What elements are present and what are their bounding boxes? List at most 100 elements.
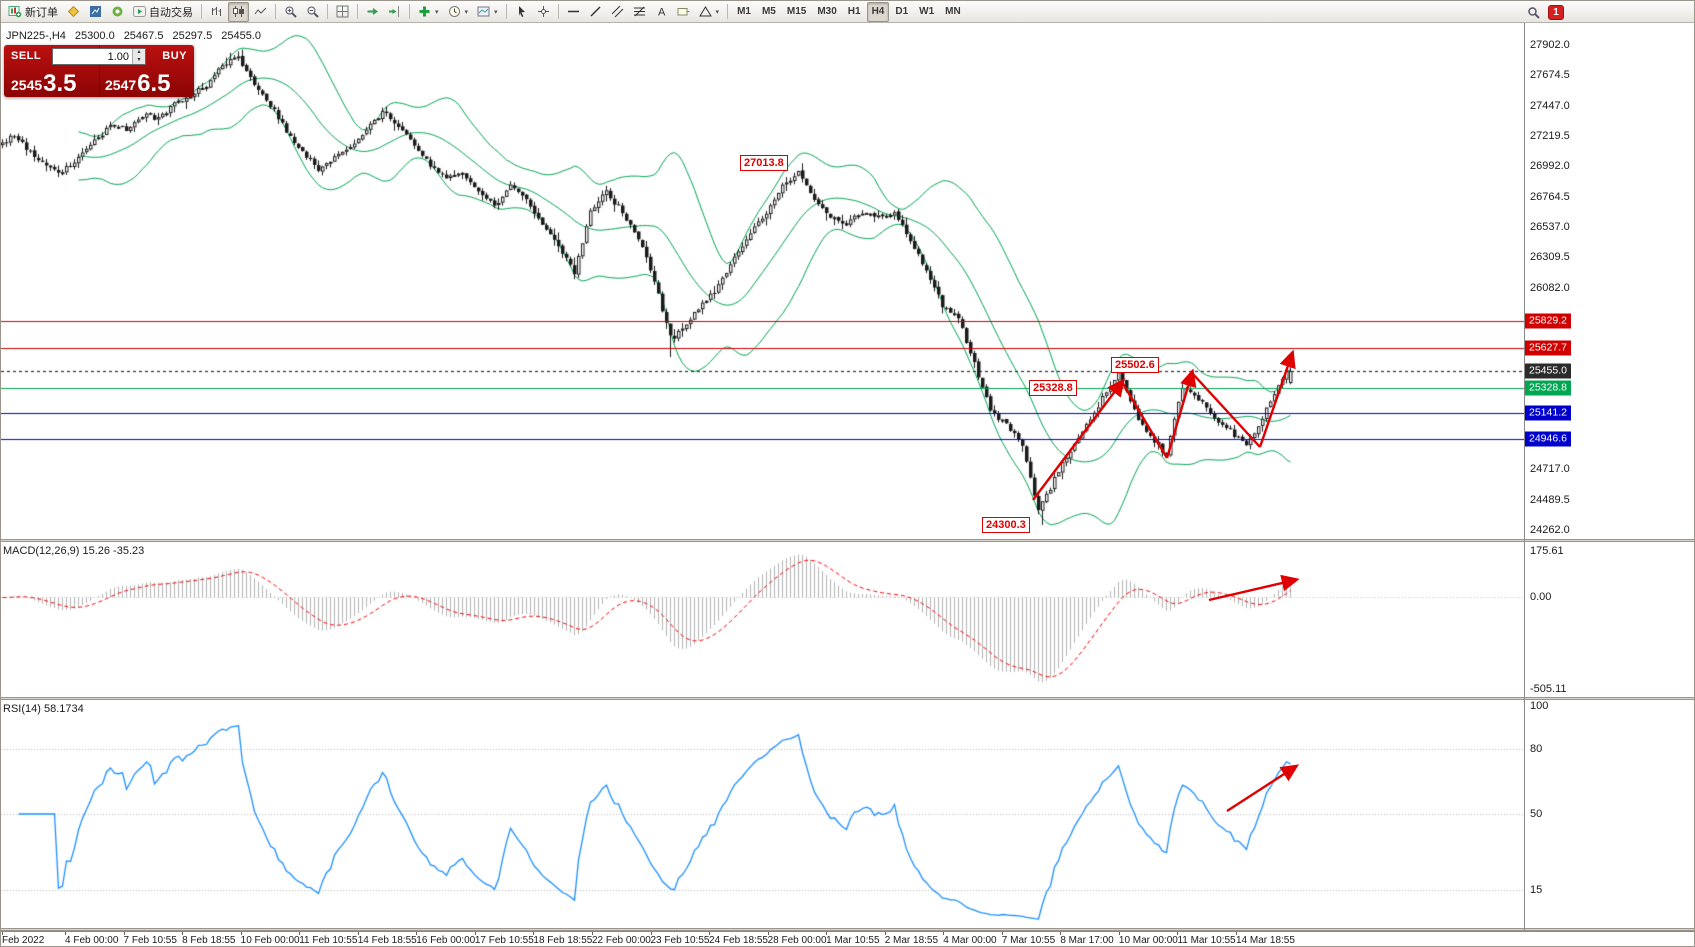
time-axis-tick — [943, 932, 945, 935]
candlestick-chart-button[interactable] — [228, 1, 249, 22]
tile-windows-button[interactable] — [332, 2, 353, 22]
autotrading-button[interactable]: 自动交易 — [129, 2, 197, 22]
tile-icon — [336, 5, 349, 18]
new-order-button[interactable]: 新订单 — [4, 2, 62, 22]
time-axis-tick — [357, 932, 359, 935]
toolbar-separator — [275, 4, 276, 19]
time-axis: Feb 2022 4 Feb 00:00 7 Feb 10:55 8 Feb 18:5… — [1, 931, 1694, 946]
panel-separator[interactable] — [1, 928, 1694, 931]
crosshair-icon — [537, 5, 550, 18]
time-axis-tick — [299, 932, 301, 935]
time-axis-label: 4 Mar 00:00 — [943, 935, 997, 946]
time-axis-label: 23 Feb 10:55 — [650, 935, 710, 946]
time-axis-tick — [65, 932, 66, 935]
trendline-button[interactable] — [585, 2, 606, 22]
metaeditor-button[interactable] — [63, 2, 84, 22]
time-axis-tick — [1236, 932, 1237, 935]
buy-price-small: 2547 — [105, 77, 137, 93]
timeframe-h4-button[interactable]: H4 — [866, 1, 890, 22]
periods-button[interactable]: ▾ — [444, 2, 473, 22]
price-axis-label: 24489.5 — [1530, 493, 1570, 506]
time-axis-tick — [709, 932, 711, 935]
ohlc-open: 25300.0 — [74, 30, 115, 42]
label-button[interactable] — [673, 2, 694, 22]
line-chart-button[interactable] — [250, 2, 271, 22]
timeframe-m15-button[interactable]: M15 — [786, 6, 807, 17]
toolbar-separator — [505, 4, 507, 19]
price-axis-label: 24717.0 — [1530, 463, 1570, 476]
search-button[interactable] — [1523, 2, 1544, 22]
panel-separator[interactable] — [1, 539, 1694, 542]
text-button[interactable]: A — [651, 2, 672, 22]
fibonacci-button[interactable] — [629, 2, 650, 22]
time-axis-label: 17 Feb 10:55 — [474, 935, 534, 946]
template-icon — [477, 5, 490, 18]
time-axis-tick — [767, 932, 769, 935]
macd-scale-label: 0.00 — [1530, 591, 1552, 604]
channel-button[interactable] — [607, 2, 628, 22]
price-level-badge: 24946.6 — [1525, 431, 1571, 447]
buy-button[interactable]: 2547 6.5 — [105, 72, 171, 96]
templates-button[interactable]: ▾ — [473, 2, 502, 22]
time-axis-tick — [182, 932, 184, 935]
timeframe-m1-button[interactable]: M1 — [737, 6, 751, 17]
channel-icon — [611, 5, 624, 18]
zoom-in-button[interactable] — [280, 2, 301, 22]
crosshair-button[interactable] — [533, 2, 554, 22]
text-icon: A — [655, 5, 668, 19]
time-axis-label: 7 Feb 10:55 — [123, 935, 177, 946]
macd-canvas[interactable] — [1, 542, 1524, 697]
timeframe-m5-button[interactable]: M5 — [761, 6, 776, 17]
time-axis-label: 14 Mar 18:55 — [1236, 935, 1295, 946]
volume-input[interactable] — [53, 49, 132, 64]
indicators-button[interactable]: ▾ — [414, 2, 443, 22]
volume-stepper: ▴ ▾ — [52, 48, 146, 65]
time-axis-label: 8 Feb 18:55 — [182, 935, 236, 946]
price-annotation: 25502.6 — [1111, 356, 1159, 373]
time-axis-label: 28 Feb 00:00 — [767, 935, 827, 946]
panel-separator[interactable] — [1, 697, 1694, 700]
price-axis-label: 26992.0 — [1530, 160, 1570, 173]
zoom-out-icon — [306, 5, 319, 18]
time-axis-label: 7 Mar 10:55 — [1001, 935, 1056, 946]
price-axis-label: 26082.0 — [1530, 281, 1570, 294]
auto-scroll-button[interactable] — [362, 2, 383, 22]
chart-shift-button[interactable] — [384, 2, 405, 22]
bar-chart-button[interactable] — [206, 2, 227, 22]
new-order-icon — [8, 5, 22, 18]
rsi-canvas[interactable] — [1, 700, 1524, 928]
price-chart-canvas[interactable] — [1, 23, 1524, 539]
shapes-button[interactable]: ▾ — [695, 2, 724, 22]
timeframe-w1-button[interactable]: W1 — [919, 6, 935, 17]
volume-decrease-button[interactable]: ▾ — [133, 56, 145, 64]
time-axis-tick — [1177, 932, 1179, 935]
timeframe-d1-button[interactable]: D1 — [895, 6, 909, 17]
notifications-badge[interactable]: 1 — [1548, 4, 1564, 20]
ohlc-low: 25297.5 — [172, 30, 213, 42]
zoom-out-button[interactable] — [302, 2, 323, 22]
volume-spin-buttons: ▴ ▾ — [132, 49, 145, 64]
price-axis-label: 26537.0 — [1530, 220, 1570, 233]
clock-icon — [448, 5, 461, 18]
time-axis-label: 10 Feb 00:00 — [240, 935, 300, 946]
timeframe-m30-button[interactable]: M30 — [817, 6, 837, 17]
cursor-button[interactable] — [511, 2, 532, 22]
price-axis-label: 24262.0 — [1530, 524, 1570, 536]
timeframe-mn-button[interactable]: MN — [945, 6, 961, 17]
options-button[interactable] — [107, 2, 128, 22]
fibonacci-icon — [633, 5, 646, 18]
ohlc-close: 25455.0 — [221, 30, 261, 42]
time-axis-tick — [240, 932, 242, 935]
price-level-badge: 25627.7 — [1525, 340, 1571, 356]
price-annotation: 25328.8 — [1029, 379, 1077, 396]
time-axis-tick — [1060, 932, 1062, 935]
strategy-tester-button[interactable] — [85, 2, 106, 22]
toolbar-separator — [327, 4, 328, 19]
time-axis-label: Feb 2022 — [2, 935, 45, 946]
horizontal-line-button[interactable] — [563, 2, 584, 22]
volume-increase-button[interactable]: ▴ — [133, 49, 145, 57]
sell-button[interactable]: 2545 3.5 — [11, 72, 77, 96]
timeframe-h1-button[interactable]: H1 — [847, 6, 861, 17]
price-axis-divider — [1524, 23, 1525, 931]
